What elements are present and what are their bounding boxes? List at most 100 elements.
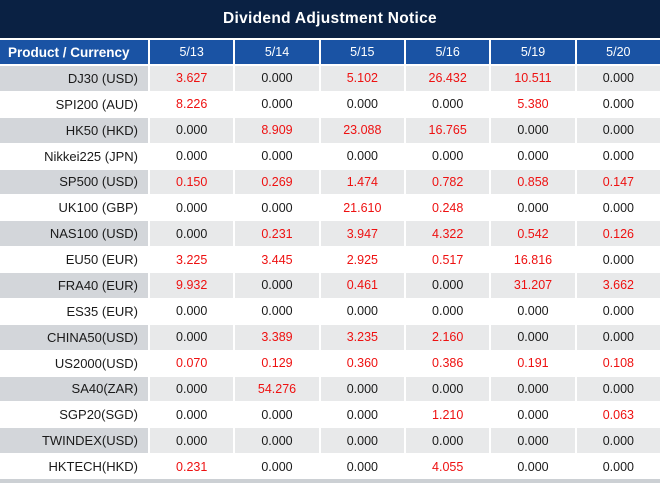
dividend-value: 0.000 [235,143,319,169]
dividend-value: 0.386 [406,350,490,376]
product-name: Nikkei225 (JPN) [0,143,148,169]
table-row: TWINDEX(USD) 0.000 0.000 0.000 0.000 0.000 0.0… [0,428,660,454]
dividend-value: 0.231 [235,221,319,247]
dividend-value: 0.147 [576,169,660,195]
dividend-value: 0.858 [491,169,575,195]
product-name: TWINDEX(USD) [0,428,148,454]
dividend-value: 0.000 [320,402,404,428]
dividend-value: 0.000 [406,91,490,117]
dividend-value: 0.000 [491,195,575,221]
table-row: Nikkei225 (JPN) 0.000 0.000 0.000 0.000 0.000… [0,143,660,169]
dividend-value: 0.000 [491,298,575,324]
dividend-value: 0.000 [576,143,660,169]
dividend-value: 0.000 [576,195,660,221]
dividend-value: 0.000 [491,143,575,169]
dividend-value: 0.000 [491,324,575,350]
product-name: EU50 (EUR) [0,247,148,272]
table-row: HK50 (HKD) 0.000 8.909 23.088 16.765 0.000 0.0… [0,117,660,143]
table-row: DJ30 (USD) 3.627 0.000 5.102 26.432 10.511 0.0… [0,66,660,91]
dividend-value: 23.088 [320,117,404,143]
dividend-value: 0.000 [491,117,575,143]
dividend-value: 0.108 [576,350,660,376]
product-name: SA40(ZAR) [0,376,148,402]
column-header-date: 5/16 [406,40,490,64]
dividend-value: 16.816 [491,247,575,272]
column-header-date: 5/20 [576,40,660,64]
dividend-value: 0.000 [491,454,575,479]
dividend-value: 2.160 [406,324,490,350]
dividend-value: 0.000 [576,428,660,454]
table-row: SGP20(SGD) 0.000 0.000 0.000 1.210 0.000 0.063 [0,402,660,428]
dividend-value: 0.269 [235,169,319,195]
dividend-value: 54.276 [235,376,319,402]
product-name: NAS100 (USD) [0,221,148,247]
product-name: US2000(USD) [0,350,148,376]
column-header-date: 5/14 [235,40,319,64]
dividend-value: 0.000 [320,91,404,117]
column-header-date: 5/15 [320,40,404,64]
dividend-value: 3.627 [150,66,234,91]
dividend-value: 0.000 [491,428,575,454]
dividend-value: 0.000 [150,376,234,402]
table-row: FRA40 (EUR) 9.932 0.000 0.461 0.000 31.207 3.6… [0,273,660,298]
dividend-value: 0.000 [406,298,490,324]
table-row: US2000(USD) 0.070 0.129 0.360 0.386 0.191 0.10… [0,350,660,376]
dividend-value: 26.432 [406,66,490,91]
table-row: NAS100 (USD) 0.000 0.231 3.947 4.322 0.542 0.1… [0,221,660,247]
dividend-value: 0.000 [491,376,575,402]
dividend-value: 0.129 [235,350,319,376]
dividend-value: 3.389 [235,324,319,350]
dividend-value: 0.782 [406,169,490,195]
dividend-value: 0.000 [406,273,490,298]
product-name: DJ30 (USD) [0,66,148,91]
dividend-value: 0.000 [150,298,234,324]
dividend-value: 0.000 [235,454,319,479]
dividend-value: 0.000 [235,428,319,454]
product-name: SP500 (USD) [0,169,148,195]
dividend-value: 0.070 [150,350,234,376]
dividend-value: 1.474 [320,169,404,195]
table-row: SPI200 (AUD) 8.226 0.000 0.000 0.000 5.380 0.0… [0,91,660,117]
dividend-value: 0.000 [235,298,319,324]
dividend-value: 8.226 [150,91,234,117]
product-name: CHINA50(USD) [0,324,148,350]
dividend-value: 5.380 [491,91,575,117]
table-row: ES35 (EUR) 0.000 0.000 0.000 0.000 0.000 0.000 [0,298,660,324]
dividend-value: 0.231 [150,454,234,479]
dividend-value: 2.925 [320,247,404,272]
dividend-value: 0.000 [235,66,319,91]
dividend-value: 3.235 [320,324,404,350]
dividend-value: 0.150 [150,169,234,195]
dividend-value: 8.909 [235,117,319,143]
column-header-date: 5/13 [150,40,234,64]
product-name: ES35 (EUR) [0,298,148,324]
dividend-value: 0.000 [320,428,404,454]
dividend-value: 0.000 [576,454,660,479]
dividend-value: 0.000 [406,143,490,169]
table-row: UK100 (GBP) 0.000 0.000 21.610 0.248 0.000 0.0… [0,195,660,221]
column-header-product-currency: Product / Currency [0,40,148,64]
dividend-value: 0.000 [150,143,234,169]
dividend-value: 0.000 [320,143,404,169]
dividend-value: 3.947 [320,221,404,247]
table-row: EU50 (EUR) 3.225 3.445 2.925 0.517 16.816 0.00… [0,247,660,272]
table-row: HKTECH(HKD) 0.231 0.000 0.000 4.055 0.000 0.00… [0,454,660,479]
dividend-value: 1.210 [406,402,490,428]
dividend-value: 0.461 [320,273,404,298]
dividend-value: 0.360 [320,350,404,376]
dividend-value: 0.000 [150,195,234,221]
product-name: FRA40 (EUR) [0,273,148,298]
dividend-value: 0.191 [491,350,575,376]
dividend-value: 0.000 [235,402,319,428]
dividend-value: 0.000 [576,298,660,324]
dividend-value: 0.000 [150,221,234,247]
dividend-value: 0.000 [576,66,660,91]
dividend-value: 0.000 [576,247,660,272]
dividend-value: 0.000 [150,402,234,428]
dividend-value: 0.000 [406,428,490,454]
dividend-value: 0.000 [150,428,234,454]
dividend-value: 5.102 [320,66,404,91]
dividend-value: 0.000 [235,195,319,221]
product-name: UK100 (GBP) [0,195,148,221]
